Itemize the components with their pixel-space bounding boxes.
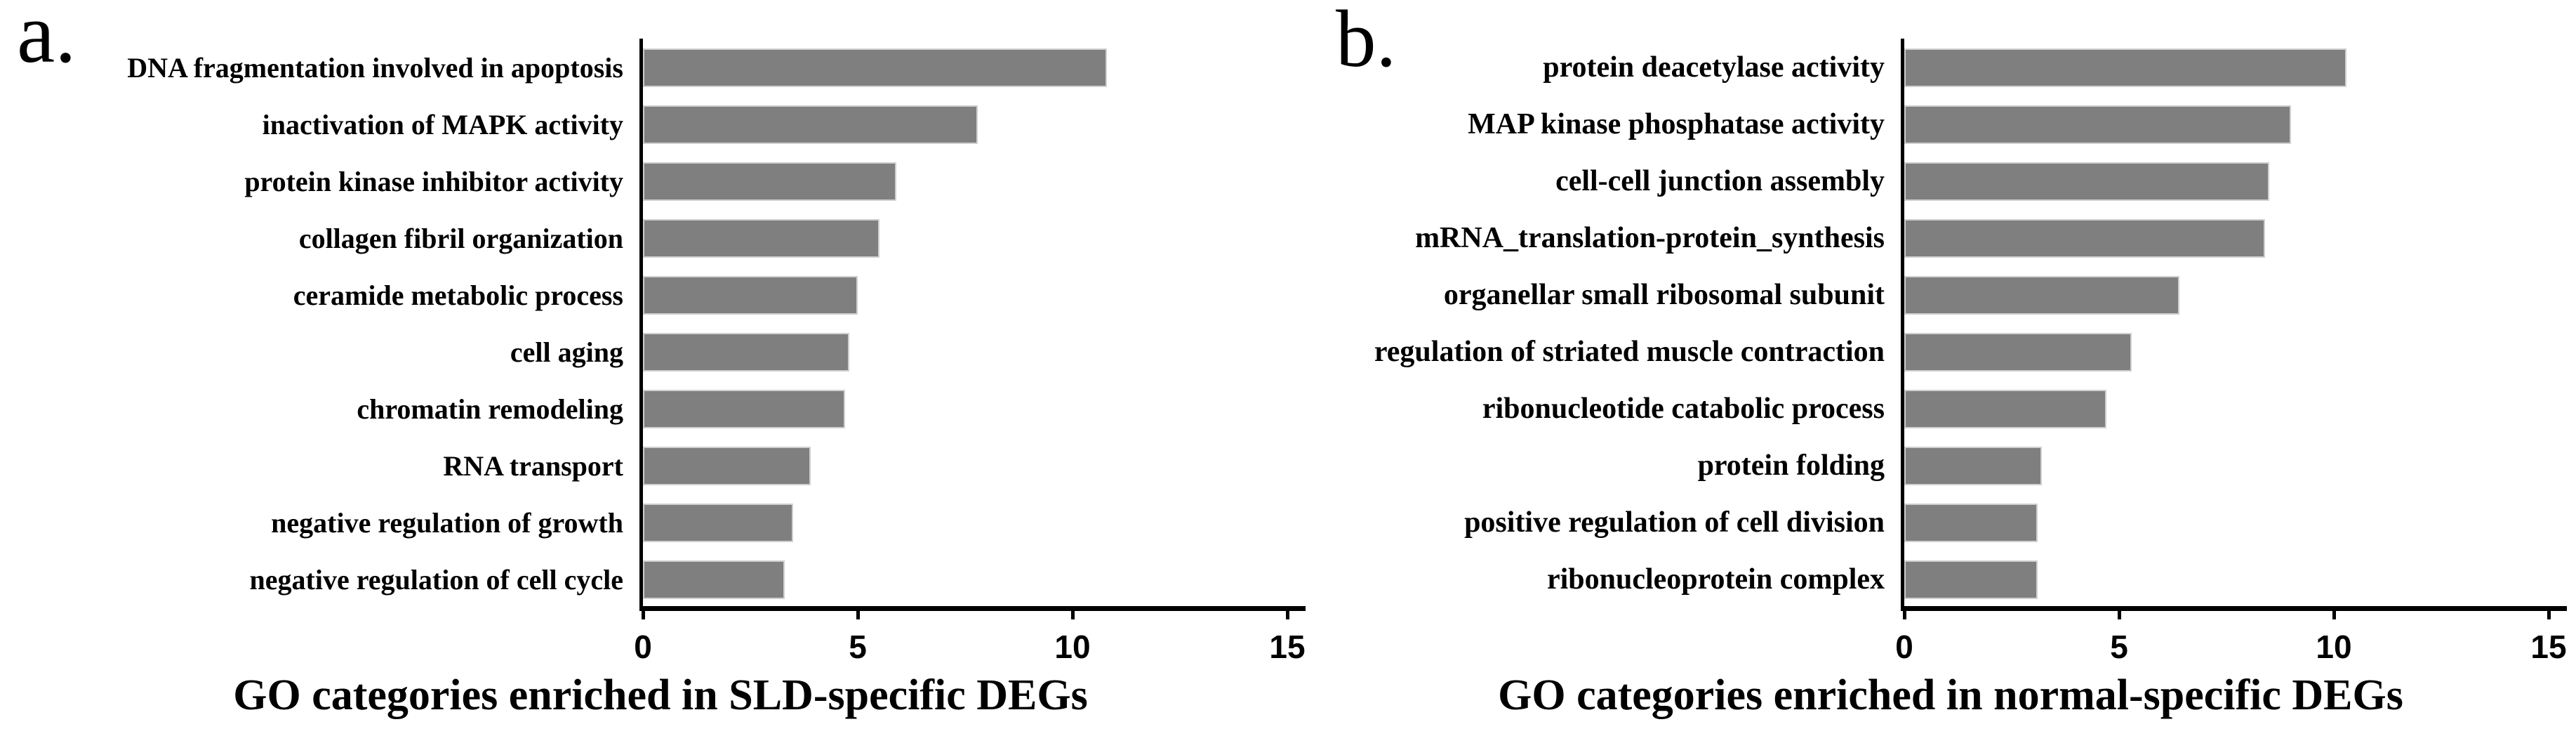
panel-a-category-label: ceramide metabolic process <box>293 280 623 311</box>
panel-b-bar <box>1904 276 2179 315</box>
panel-b-category-label: mRNA_translation-protein_synthesis <box>1415 222 1885 254</box>
panel-b-category-label: cell-cell junction assembly <box>1555 165 1885 197</box>
panel-a-tick-label-5: 5 <box>849 629 867 665</box>
panel-a-letter: a. <box>17 0 77 81</box>
panel-a-category-label: cell aging <box>510 336 623 368</box>
panel-a-tick-mark-15 <box>1285 611 1289 619</box>
panel-b-bar <box>1904 560 2038 599</box>
panel-a-bar <box>643 48 1107 87</box>
panel-a-bar <box>643 162 897 201</box>
panel-a-bar <box>643 219 879 258</box>
panel-a-tick-label-15: 15 <box>1269 629 1306 665</box>
panel-b-bar <box>1904 162 2270 201</box>
panel-b-tick-label-5: 5 <box>2110 629 2128 665</box>
panel-b-bar <box>1904 219 2266 258</box>
panel-b-category-label: regulation of striated muscle contractio… <box>1374 336 1885 368</box>
panel-a-category-label: protein kinase inhibitor activity <box>244 166 623 197</box>
panel-b-x-axis-line <box>1901 606 2567 611</box>
panel-a-category-label: inactivation of MAPK activity <box>262 109 623 140</box>
panel-a-x-axis-line <box>639 606 1306 611</box>
panel-b-letter: b. <box>1336 0 1397 84</box>
panel-b-tick-mark-0 <box>1902 611 1906 619</box>
panel-a-category-label: negative regulation of cell cycle <box>249 564 623 596</box>
panel-a-tick-mark-0 <box>641 611 645 619</box>
panel-a-y-axis-line <box>639 39 643 611</box>
panel-a-bar <box>643 105 978 144</box>
panel-b-bar <box>1904 105 2291 144</box>
panel-b-y-axis-line <box>1901 39 1904 611</box>
panel-a-category-label: DNA fragmentation involved in apoptosis <box>127 52 623 84</box>
panel-a-bar <box>643 333 849 372</box>
panel-b-category-label: organellar small ribosomal subunit <box>1443 279 1885 311</box>
panel-b-bar <box>1904 390 2106 428</box>
panel-b-tick-mark-5 <box>2117 611 2121 619</box>
panel-b-bar <box>1904 48 2347 87</box>
panel-a-category-label: RNA transport <box>443 450 623 482</box>
panel-b-tick-mark-15 <box>2547 611 2551 619</box>
panel-a-bar <box>643 390 845 428</box>
panel-b-tick-mark-10 <box>2332 611 2336 619</box>
panel-b-title: GO categories enriched in normal-specifi… <box>1498 671 2403 719</box>
panel-a-bar <box>643 447 811 485</box>
panel-b-category-label: ribonucleotide catabolic process <box>1482 393 1885 425</box>
panel-a-category-label: chromatin remodeling <box>357 393 623 425</box>
panel-b-bar <box>1904 333 2132 372</box>
panel-a-tick-mark-5 <box>856 611 860 619</box>
panel-b-tick-label-0: 0 <box>1895 629 1913 665</box>
panel-b-bar <box>1904 447 2042 485</box>
panel-b-tick-label-10: 10 <box>2316 629 2352 665</box>
panel-a-bar <box>643 560 785 599</box>
panel-a-tick-label-10: 10 <box>1054 629 1091 665</box>
panel-b-tick-label-15: 15 <box>2530 629 2567 665</box>
panel-b-category-label: ribonucleoprotein complex <box>1546 563 1885 596</box>
panel-a-bar <box>643 276 858 315</box>
panel-a-category-label: collagen fibril organization <box>298 223 623 254</box>
panel-a-tick-label-0: 0 <box>634 629 652 665</box>
panel-b-category-label: positive regulation of cell division <box>1464 506 1885 539</box>
panel-a-bar <box>643 504 794 542</box>
panel-b-category-label: protein deacetylase activity <box>1543 51 1885 84</box>
panel-b-category-label: protein folding <box>1697 449 1885 482</box>
panel-a-tick-mark-10 <box>1070 611 1075 619</box>
panel-b-bar <box>1904 504 2038 542</box>
panel-b-category-label: MAP kinase phosphatase activity <box>1468 108 1885 140</box>
panel-a-title: GO categories enriched in SLD-specific D… <box>233 671 1088 719</box>
panel-a-category-label: negative regulation of growth <box>271 507 623 539</box>
